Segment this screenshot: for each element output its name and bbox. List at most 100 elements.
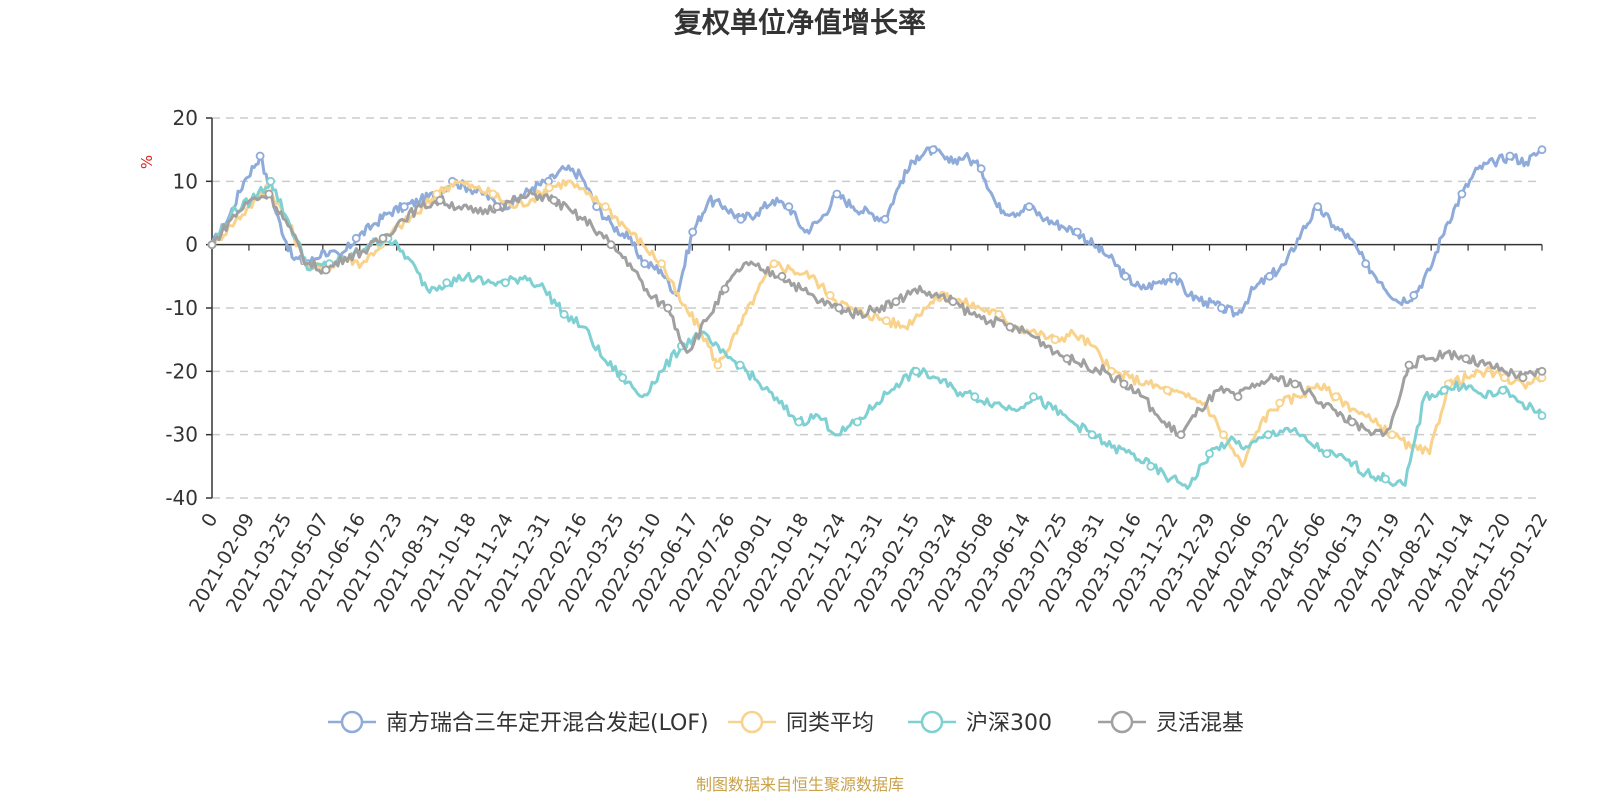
series-point: [1387, 430, 1397, 440]
series-point: [688, 227, 698, 237]
series-point: [1461, 354, 1471, 364]
series-point: [1119, 379, 1129, 389]
series-point: [1169, 271, 1178, 281]
series-point: [720, 284, 730, 294]
source-note: 制图数据来自恒生聚源数据库: [696, 775, 904, 794]
series-point: [1404, 360, 1414, 370]
series-point: [1029, 392, 1038, 402]
series-lines: [207, 145, 1547, 490]
series-point: [1265, 271, 1274, 281]
series-point: [442, 278, 452, 288]
series-point: [321, 265, 331, 275]
y-tick-label: -10: [165, 296, 198, 320]
series-point: [1263, 430, 1273, 440]
series-point: [1072, 227, 1082, 237]
legend[interactable]: 南方瑞合三年定开混合发起(LOF) 同类平均 沪深300 灵活混基: [328, 710, 1244, 736]
series-point: [1163, 385, 1172, 395]
series-point: [1205, 449, 1214, 459]
y-tick-label: -40: [165, 486, 198, 510]
series-point: [1518, 373, 1528, 383]
legend-marker-icon: [920, 710, 944, 734]
series-point: [1087, 430, 1097, 440]
series-point: [549, 195, 559, 205]
legend-item[interactable]: 灵活混基: [1098, 710, 1244, 736]
series-point: [1381, 474, 1390, 484]
series-point: [891, 297, 901, 307]
legend-marker-icon: [340, 710, 364, 734]
chart-title: 复权单位净值增长率: [674, 6, 926, 39]
series-point: [1275, 398, 1285, 408]
series-point: [488, 189, 498, 199]
series-point: [559, 309, 569, 319]
series-point: [351, 233, 361, 243]
series-point: [832, 189, 842, 199]
series-point: [880, 214, 890, 224]
legend-item[interactable]: 同类平均: [728, 710, 874, 736]
series-point: [1005, 322, 1015, 332]
series-point: [1537, 145, 1547, 155]
series-point: [1121, 271, 1130, 281]
series-point: [663, 303, 673, 313]
legend-label: 南方瑞合三年定开混合发起(LOF): [386, 711, 709, 736]
series-point: [713, 360, 723, 370]
series-point: [618, 373, 628, 383]
series-line: [210, 189, 1543, 438]
series-point: [606, 240, 616, 250]
series-point: [1537, 366, 1547, 376]
series-point: [1347, 417, 1357, 427]
series-point: [1146, 461, 1156, 471]
series-point: [1409, 290, 1419, 300]
series-point: [492, 202, 502, 212]
series-point: [1176, 430, 1186, 440]
series-point: [1500, 373, 1509, 383]
legend-item[interactable]: 沪深300: [908, 710, 1052, 736]
series-point: [1233, 392, 1243, 402]
series-point: [882, 316, 891, 326]
x-tick-label: 0: [197, 510, 222, 531]
series-point: [834, 303, 844, 313]
series-point: [853, 417, 862, 427]
series-point: [1331, 392, 1341, 402]
grid-lines: [212, 117, 1542, 499]
series-point: [378, 233, 388, 243]
series-point: [207, 240, 217, 250]
series-point: [657, 259, 666, 269]
series-point: [970, 392, 980, 402]
series-point: [1457, 189, 1467, 199]
legend-label: 沪深300: [966, 711, 1052, 736]
series-line: [210, 179, 1544, 490]
series-point: [911, 366, 921, 376]
series-point: [500, 278, 510, 288]
series-point: [769, 259, 779, 269]
series-point: [1062, 354, 1072, 364]
series-point: [1361, 259, 1371, 269]
series-point: [1498, 385, 1508, 395]
series-point: [1505, 151, 1515, 161]
series-point: [948, 297, 958, 307]
series-point: [976, 164, 986, 174]
series-point: [735, 360, 745, 370]
series-point: [1024, 202, 1034, 212]
series-point: [784, 202, 794, 212]
series-point: [1050, 335, 1060, 345]
y-axis-unit: %: [138, 155, 156, 169]
series-point: [1217, 303, 1226, 313]
series-point: [264, 189, 274, 199]
y-tick-label: 20: [173, 106, 198, 130]
series-point: [794, 417, 804, 427]
series-point: [399, 202, 409, 212]
y-tick-label: 0: [185, 233, 198, 257]
series-line: [210, 145, 1543, 318]
series-point: [601, 202, 610, 212]
series-point: [777, 271, 787, 281]
series-point: [736, 214, 746, 224]
series-point: [1219, 430, 1228, 440]
series-point: [825, 290, 835, 300]
legend-item[interactable]: 南方瑞合三年定开混合发起(LOF): [328, 710, 709, 736]
axes: 20100-10-20-30-4002021-02-092021-03-2520…: [165, 106, 1552, 616]
series-point: [266, 176, 276, 186]
series-point: [1537, 411, 1547, 421]
series-point: [1290, 379, 1300, 389]
series-point: [1322, 449, 1332, 459]
